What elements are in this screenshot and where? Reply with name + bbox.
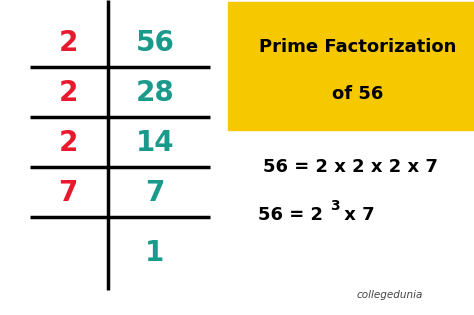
Text: 7: 7 [58,179,78,207]
Text: 7: 7 [146,179,164,207]
Text: of 56: of 56 [332,85,383,103]
Text: 3: 3 [330,199,340,213]
Text: Prime Factorization: Prime Factorization [259,38,456,56]
Text: 2: 2 [58,29,78,57]
Text: 14: 14 [136,129,174,157]
FancyBboxPatch shape [228,2,474,130]
Text: 56: 56 [136,29,174,57]
Text: 2: 2 [58,129,78,157]
Text: 28: 28 [136,79,174,107]
Text: x 7: x 7 [338,206,374,224]
Text: 56 = 2 x 2 x 2 x 7: 56 = 2 x 2 x 2 x 7 [263,158,438,176]
Text: 2: 2 [58,79,78,107]
Text: 56 = 2: 56 = 2 [258,206,323,224]
Text: 1: 1 [146,239,164,267]
Text: collegedunia: collegedunia [357,290,423,300]
